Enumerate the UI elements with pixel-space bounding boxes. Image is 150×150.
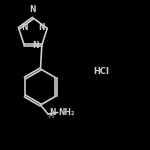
Text: N: N xyxy=(38,23,45,32)
Text: N: N xyxy=(49,108,55,117)
Text: NH₂: NH₂ xyxy=(58,108,75,117)
Text: N: N xyxy=(33,41,39,50)
Text: N: N xyxy=(21,23,28,32)
Text: N: N xyxy=(30,5,36,14)
Text: H: H xyxy=(49,113,54,119)
Text: HCl: HCl xyxy=(93,68,109,76)
